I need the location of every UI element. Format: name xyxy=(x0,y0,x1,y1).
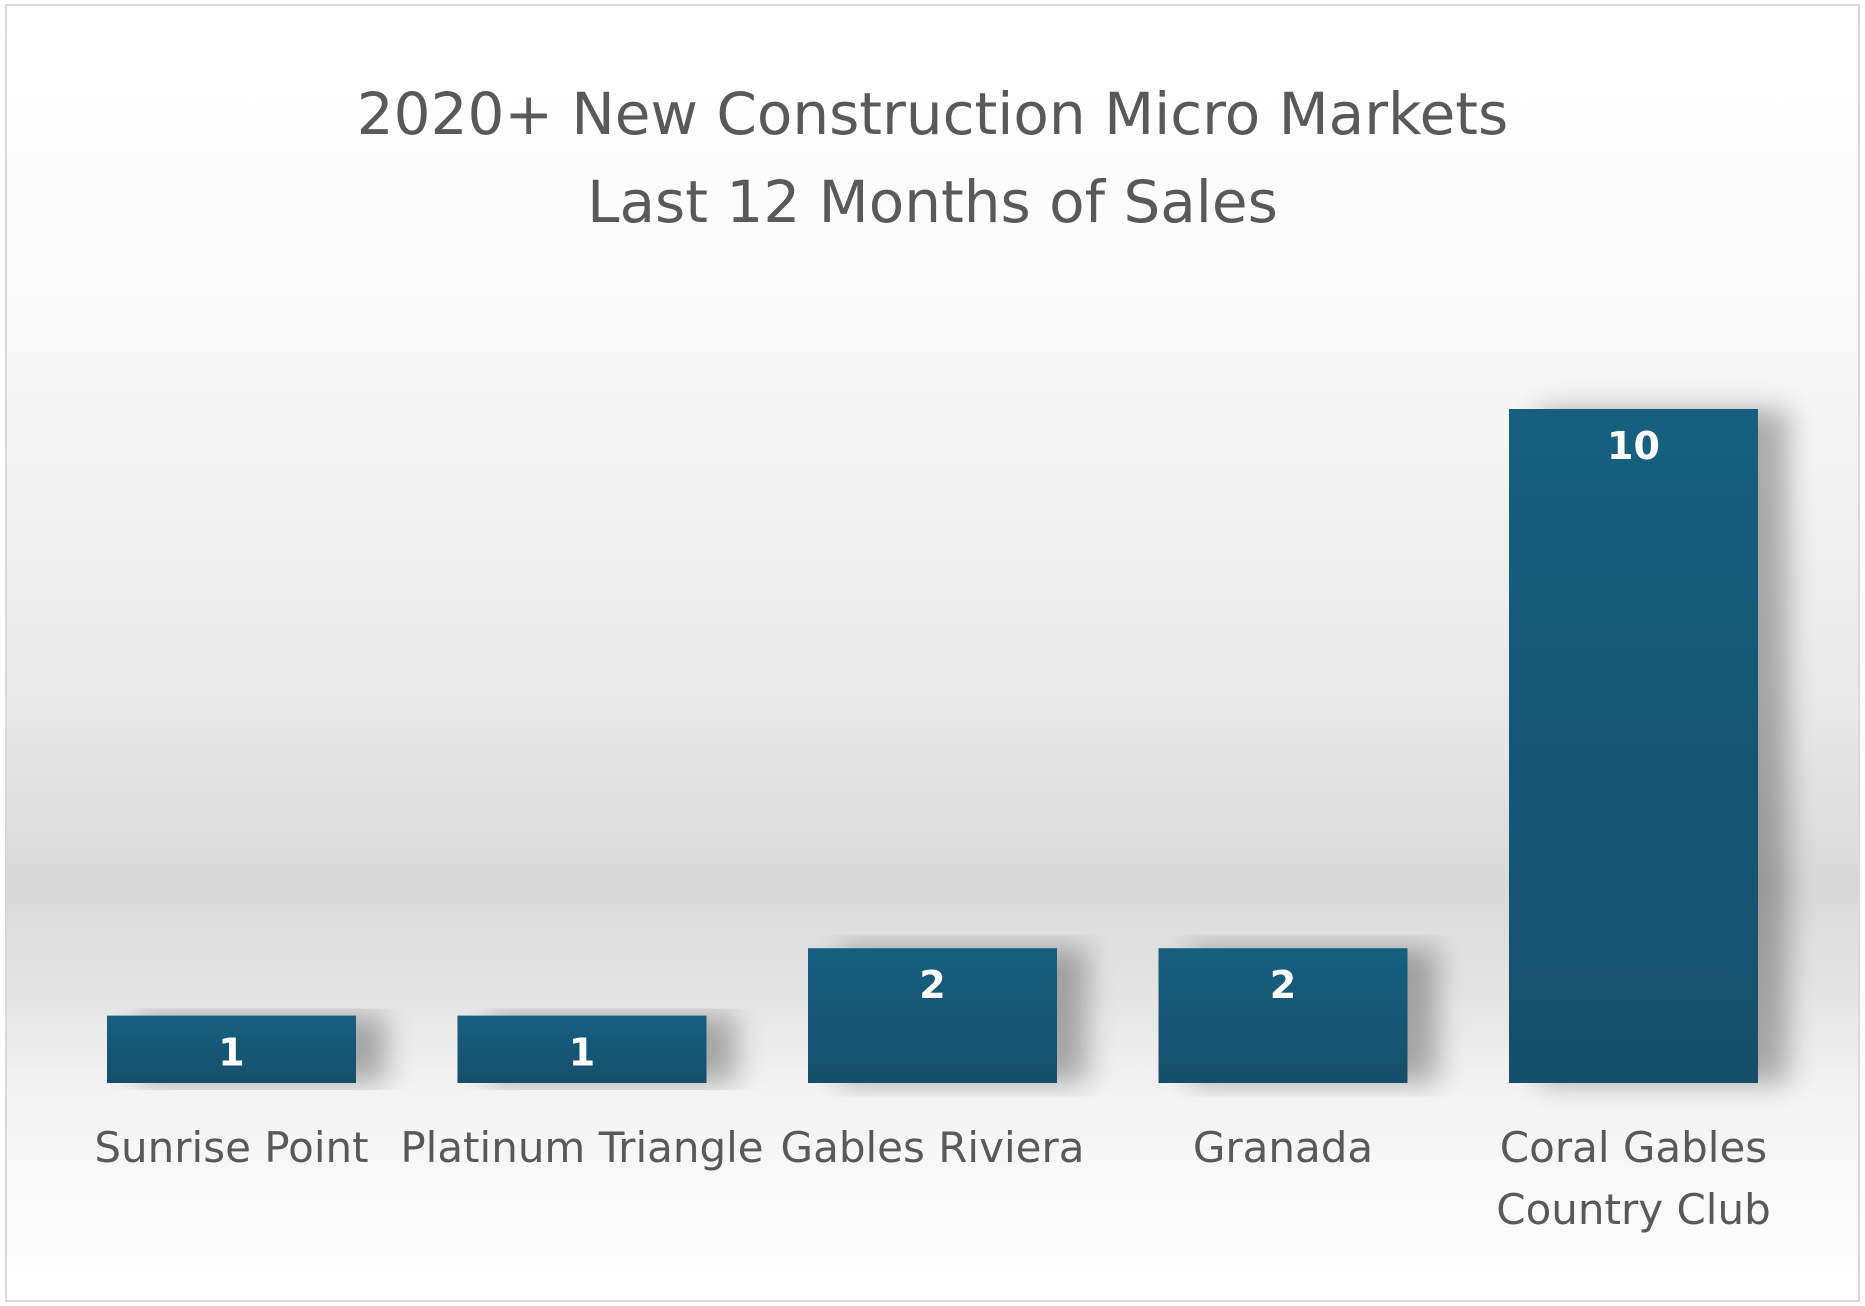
bar-granada xyxy=(1158,948,1408,1083)
category-label: Gables Riviera xyxy=(781,1123,1085,1172)
chart-title-line-1: 2020+ New Construction Micro Markets xyxy=(356,80,1509,148)
bar-coral-gables-country-club xyxy=(1509,409,1758,1083)
chart-title-line-2: Last 12 Months of Sales xyxy=(587,168,1278,236)
bar-platinum-triangle xyxy=(457,1015,707,1083)
data-label: 2 xyxy=(1270,963,1296,1007)
data-label: 10 xyxy=(1607,424,1660,468)
data-label: 2 xyxy=(919,963,945,1007)
category-label: Coral Gables xyxy=(1500,1123,1767,1172)
category-label: Platinum Triangle xyxy=(400,1123,763,1172)
category-label: Sunrise Point xyxy=(94,1123,368,1172)
bar-sunrise-point xyxy=(107,1015,356,1083)
bar-gables-riviera xyxy=(808,948,1057,1083)
data-label: 1 xyxy=(569,1031,595,1075)
data-label: 1 xyxy=(218,1031,244,1075)
category-label: Granada xyxy=(1193,1123,1373,1172)
category-label: Country Club xyxy=(1496,1185,1770,1234)
